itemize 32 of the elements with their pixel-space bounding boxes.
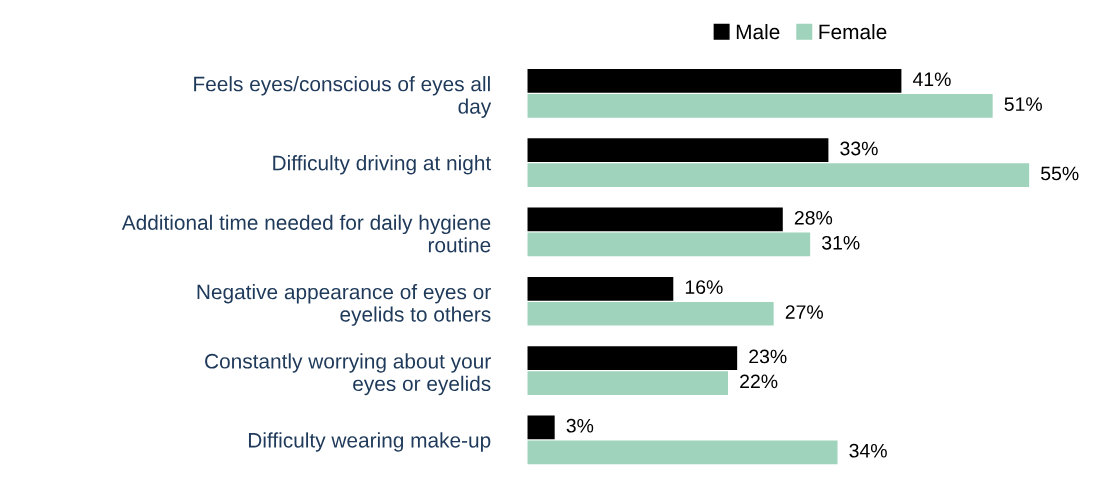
y-tick-label: Difficulty wearing make-up [248,432,491,452]
y-tick-label: Additional time needed for daily hygiene routine [121,214,491,253]
bar [527,232,811,257]
data-label: 55% [1041,166,1079,181]
bar [527,138,829,163]
legend-label: Female [819,23,887,40]
data-label: 3% [566,418,594,433]
bar [527,346,738,370]
data-label: 16% [685,280,723,294]
data-label: 27% [785,305,823,319]
bar [527,69,902,93]
bar [527,440,838,465]
y-tick-label: Constantly worrying about your eyes or eyelids [205,353,491,396]
y-tick-label: Feels eyes/conscious of eyes all day [194,76,492,118]
bar [527,207,783,232]
data-label: 31% [822,235,860,250]
data-label: 23% [749,349,787,364]
data-label: 51% [1004,97,1042,112]
data-label: 22% [740,374,778,389]
data-label: 33% [840,141,878,156]
bar [527,415,555,440]
data-label: 34% [849,443,887,458]
y-tick-label: Negative appearance of eyes or eyelids to others [197,284,491,326]
bar [527,276,674,301]
data-label: 28% [794,210,833,225]
bar [527,163,1030,187]
data-label: 41% [912,72,951,86]
bar [527,93,993,118]
bar [527,301,774,326]
bar [527,371,729,395]
y-tick-label: Difficulty driving at night [273,155,492,175]
legend-label: Male [736,23,780,40]
